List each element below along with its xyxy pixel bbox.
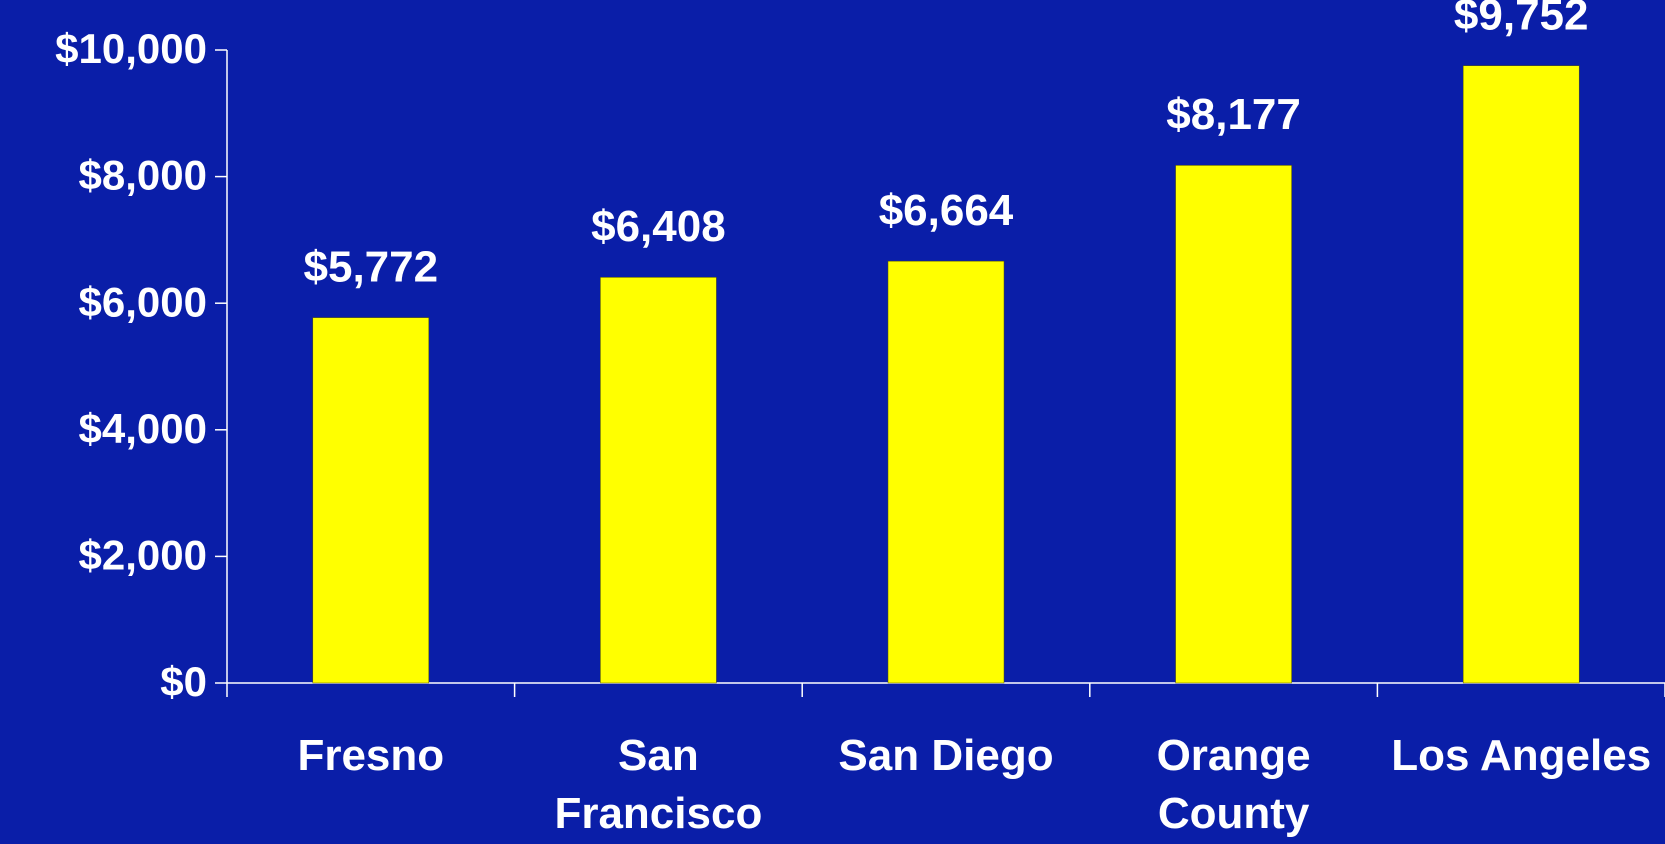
bar [600,277,717,684]
y-tick-label: $6,000 [79,278,207,325]
value-label: $8,177 [1166,90,1301,139]
bar [1175,165,1292,684]
value-label: $6,408 [591,202,726,251]
y-tick-label: $4,000 [79,405,207,452]
x-tick-label: San Francisco [554,731,763,838]
bar [887,260,1005,684]
value-label: $5,772 [304,242,439,291]
x-tick-label: Orange County [1156,731,1311,838]
bar [312,317,430,684]
bar [1462,65,1580,684]
x-tick-label: San Diego [838,731,1054,780]
y-tick-label: $8,000 [79,152,207,199]
value-label: $9,752 [1454,0,1589,39]
y-tick-label: $0 [160,658,207,705]
y-tick-label: $2,000 [79,531,207,578]
x-tick-label: Fresno [297,731,445,780]
x-tick-label: Los Angeles [1391,731,1652,780]
y-tick-label: $10,000 [55,25,207,72]
value-label: $6,664 [879,186,1014,235]
